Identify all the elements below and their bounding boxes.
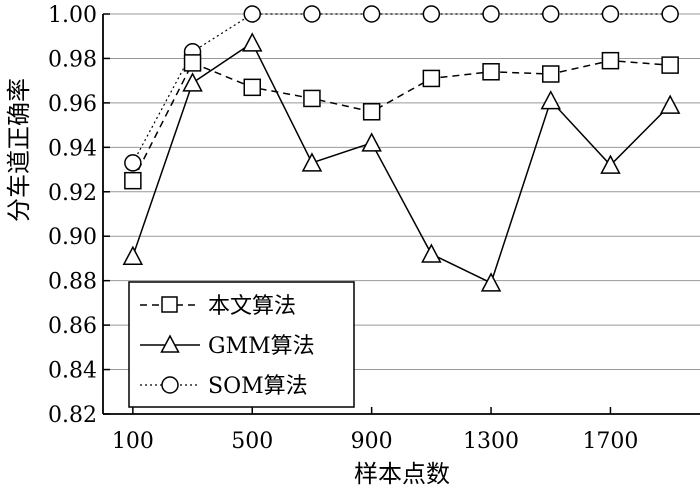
y-tick-label: 0.84 xyxy=(48,359,97,384)
data-point-triangle xyxy=(242,32,263,52)
legend-circle-marker xyxy=(161,376,179,394)
series-line xyxy=(132,41,671,284)
data-point-circle xyxy=(303,5,321,23)
data-point-triangle xyxy=(301,152,323,172)
x-axis-label: 样本点数 xyxy=(354,460,450,488)
legend: 本文算法 GMM算法 SOM算法 xyxy=(128,281,355,408)
y-tick-label: 0.96 xyxy=(48,92,97,117)
series-line xyxy=(132,13,671,164)
data-point-circle xyxy=(362,5,381,23)
data-point-square xyxy=(124,171,142,190)
series-1 xyxy=(122,32,681,292)
x-tick-label: 500 xyxy=(231,429,273,454)
y-tick-label: 0.98 xyxy=(48,47,97,72)
data-point-square xyxy=(601,51,620,70)
data-point-triangle xyxy=(182,72,203,92)
series-0 xyxy=(124,51,679,190)
data-point-square xyxy=(661,56,679,74)
legend-label-2: SOM算法 xyxy=(208,374,308,399)
y-tick-label: 0.82 xyxy=(48,403,97,428)
data-point-square xyxy=(183,54,202,72)
data-point-circle xyxy=(661,5,679,23)
data-point-triangle xyxy=(421,243,442,263)
y-axis-label: 分车道正确率 xyxy=(5,78,33,222)
data-point-circle xyxy=(482,5,500,23)
tick-labels: 0.82 0.84 0.86 0.88 0.90 0.92 0.94 0.96 0.98 1.00… xyxy=(48,3,638,454)
legend-square-marker xyxy=(161,296,178,313)
data-point-triangle xyxy=(540,90,561,110)
data-point-square xyxy=(362,103,381,121)
data-point-triangle xyxy=(122,245,144,265)
data-point-circle xyxy=(542,5,560,23)
y-tick-label: 0.86 xyxy=(48,314,97,339)
series-line xyxy=(132,59,671,182)
data-point-circle xyxy=(243,5,261,23)
data-point-triangle xyxy=(361,132,382,152)
y-tick-label: 1.00 xyxy=(48,3,97,28)
data-point-square xyxy=(243,78,261,97)
x-tick-label: 900 xyxy=(351,429,393,454)
legend-item-0: 本文算法 xyxy=(140,294,296,319)
series-2 xyxy=(124,5,679,172)
data-point-square xyxy=(542,65,560,83)
legend-label-1: GMM算法 xyxy=(208,334,315,359)
legend-label-0: 本文算法 xyxy=(208,294,296,319)
y-tick-label: 0.90 xyxy=(48,225,97,250)
data-point-triangle xyxy=(659,94,681,114)
data-point-triangle xyxy=(480,272,502,292)
data-point-square xyxy=(422,69,441,88)
y-tick-label: 0.92 xyxy=(48,181,97,206)
data-point-triangle xyxy=(600,154,621,174)
data-point-circle xyxy=(422,5,441,23)
series-layer xyxy=(122,5,681,292)
x-tick-label: 1300 xyxy=(463,429,519,454)
legend-triangle-marker xyxy=(160,334,180,353)
x-tick-label: 100 xyxy=(112,429,154,454)
data-point-square xyxy=(482,63,500,81)
axes xyxy=(102,13,700,415)
legend-item-1: GMM算法 xyxy=(140,334,315,359)
y-tick-label: 0.94 xyxy=(48,136,97,161)
y-tick-label: 0.88 xyxy=(48,270,97,295)
data-point-square xyxy=(303,89,321,108)
x-tick-label: 1700 xyxy=(582,429,638,454)
data-point-circle xyxy=(601,5,620,23)
data-point-circle xyxy=(124,154,142,172)
legend-item-2: SOM算法 xyxy=(140,374,308,399)
